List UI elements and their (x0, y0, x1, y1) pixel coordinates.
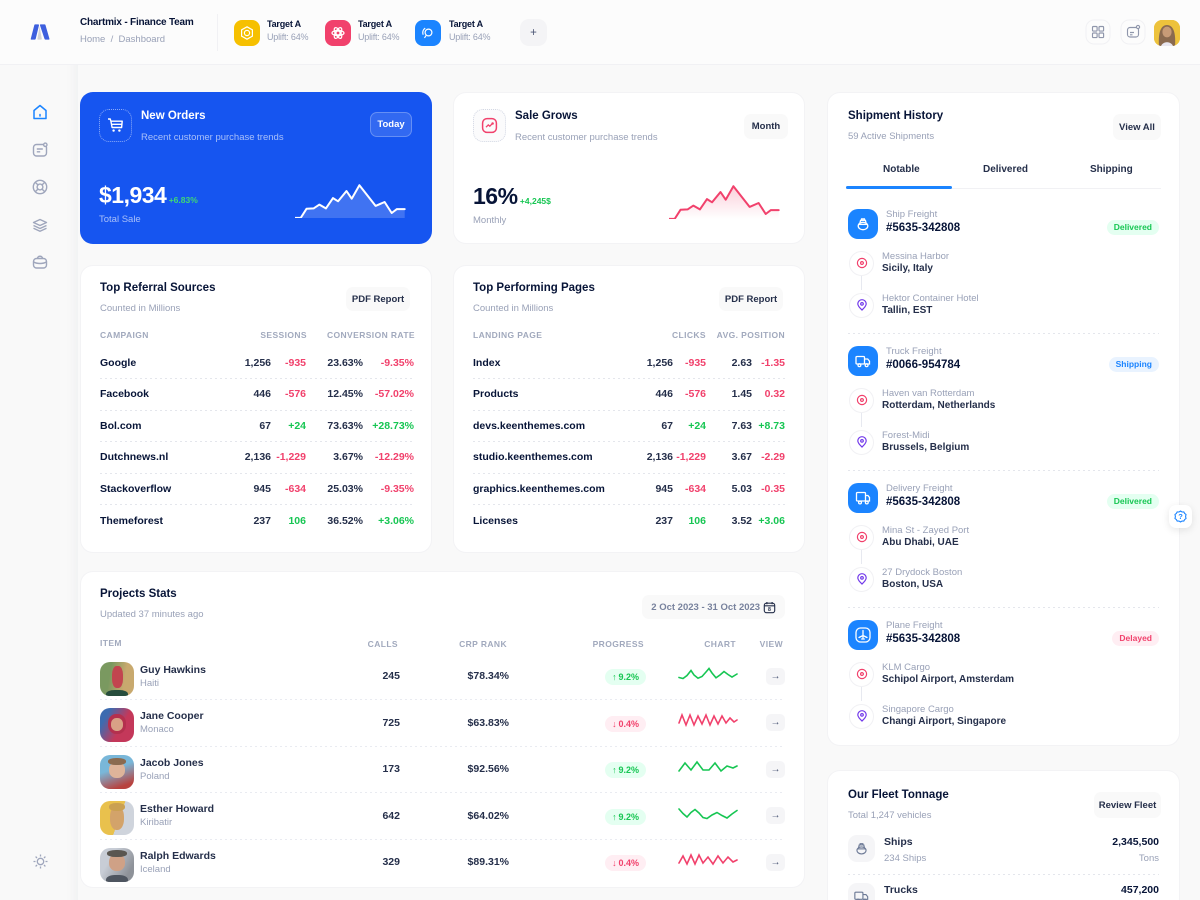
svg-text:8: 8 (768, 606, 771, 612)
svg-text:?: ? (1178, 512, 1183, 521)
